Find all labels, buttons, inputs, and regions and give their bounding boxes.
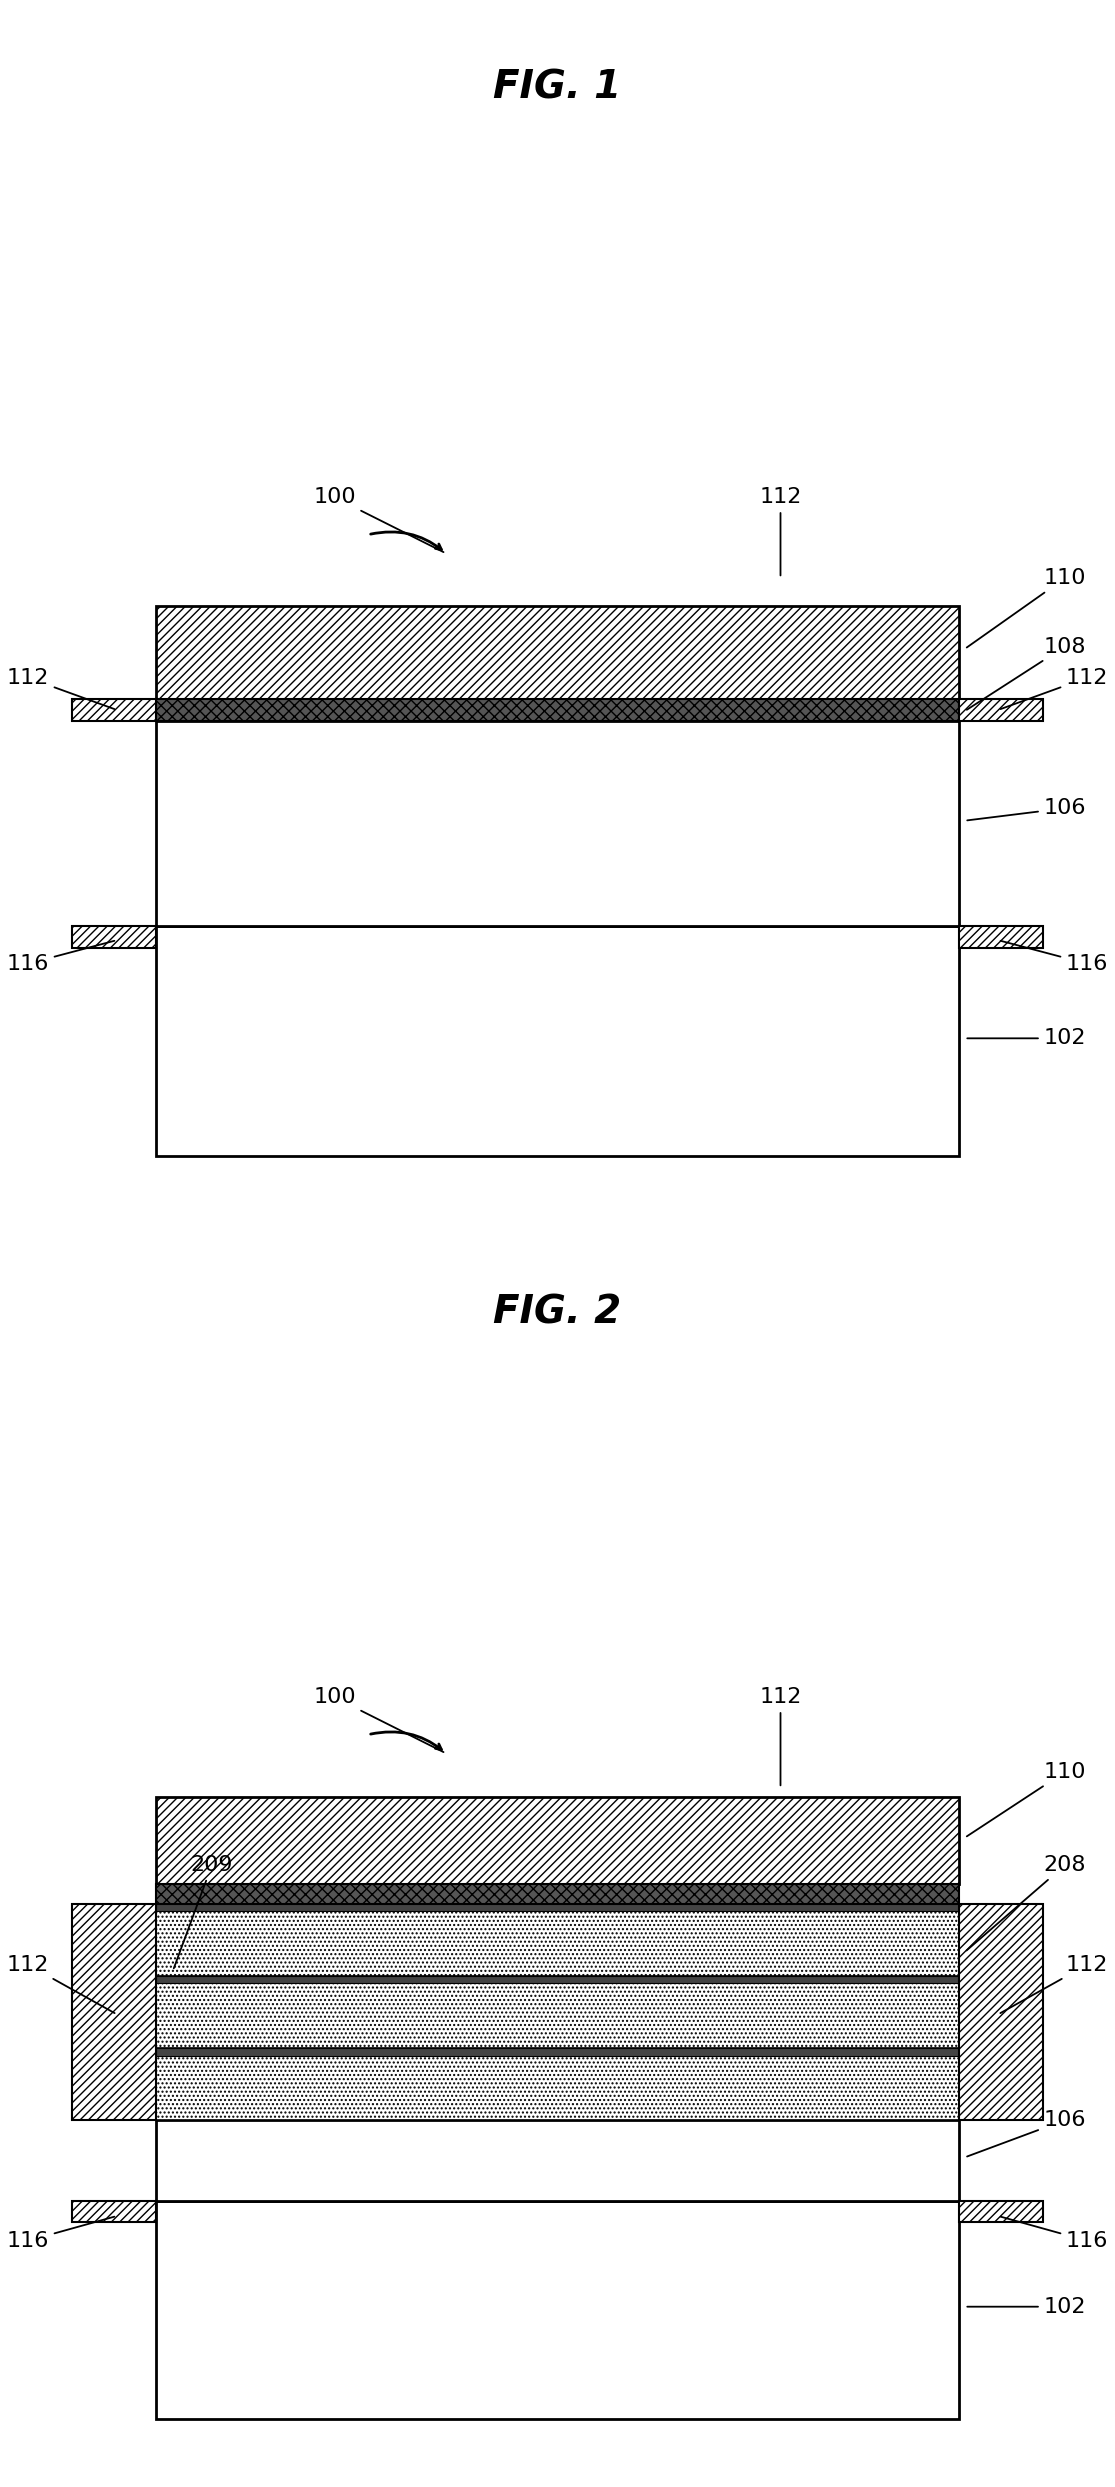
Bar [156, 604, 959, 699]
Bar [959, 1905, 1043, 2119]
Text: 209: 209 [174, 1855, 233, 1967]
Text: 100: 100 [313, 487, 444, 552]
Bar [156, 2054, 959, 2119]
Text: 110: 110 [967, 1761, 1086, 1835]
Text: 208: 208 [967, 1855, 1086, 1950]
Text: 112: 112 [759, 1686, 802, 1786]
Text: 102: 102 [967, 1027, 1086, 1050]
Bar [156, 1885, 959, 1905]
Bar [156, 721, 959, 928]
Text: 116: 116 [7, 2216, 115, 2251]
Bar [959, 928, 1043, 948]
Text: 112: 112 [7, 667, 115, 709]
Bar [156, 928, 959, 1156]
Text: FIG. 1: FIG. 1 [494, 67, 621, 107]
Text: 112: 112 [759, 487, 802, 574]
Bar [156, 1796, 959, 1885]
Bar [72, 699, 156, 721]
Text: 106: 106 [967, 798, 1086, 821]
Text: 116: 116 [1000, 940, 1108, 975]
Bar [72, 1905, 156, 2119]
Text: 116: 116 [7, 940, 115, 975]
Bar [156, 1910, 959, 1975]
Bar [959, 699, 1043, 721]
Bar [156, 1905, 959, 1910]
Bar [72, 2201, 156, 2223]
Bar [156, 2119, 959, 2201]
Text: 110: 110 [967, 567, 1086, 647]
Text: 106: 106 [967, 2109, 1086, 2156]
Text: 112: 112 [1000, 667, 1108, 709]
Text: FIG. 2: FIG. 2 [494, 1293, 621, 1331]
Text: 112: 112 [1000, 1955, 1108, 2012]
Text: 108: 108 [967, 637, 1086, 709]
Text: 102: 102 [967, 2296, 1086, 2318]
Text: 112: 112 [7, 1955, 115, 2012]
Bar [959, 2201, 1043, 2223]
Bar [156, 1985, 959, 2049]
Bar [156, 2049, 959, 2054]
Bar [72, 928, 156, 948]
Bar [156, 1975, 959, 1985]
Bar [156, 699, 959, 721]
Bar [156, 2201, 959, 2417]
Text: 116: 116 [1000, 2216, 1108, 2251]
Text: 100: 100 [313, 1686, 444, 1751]
